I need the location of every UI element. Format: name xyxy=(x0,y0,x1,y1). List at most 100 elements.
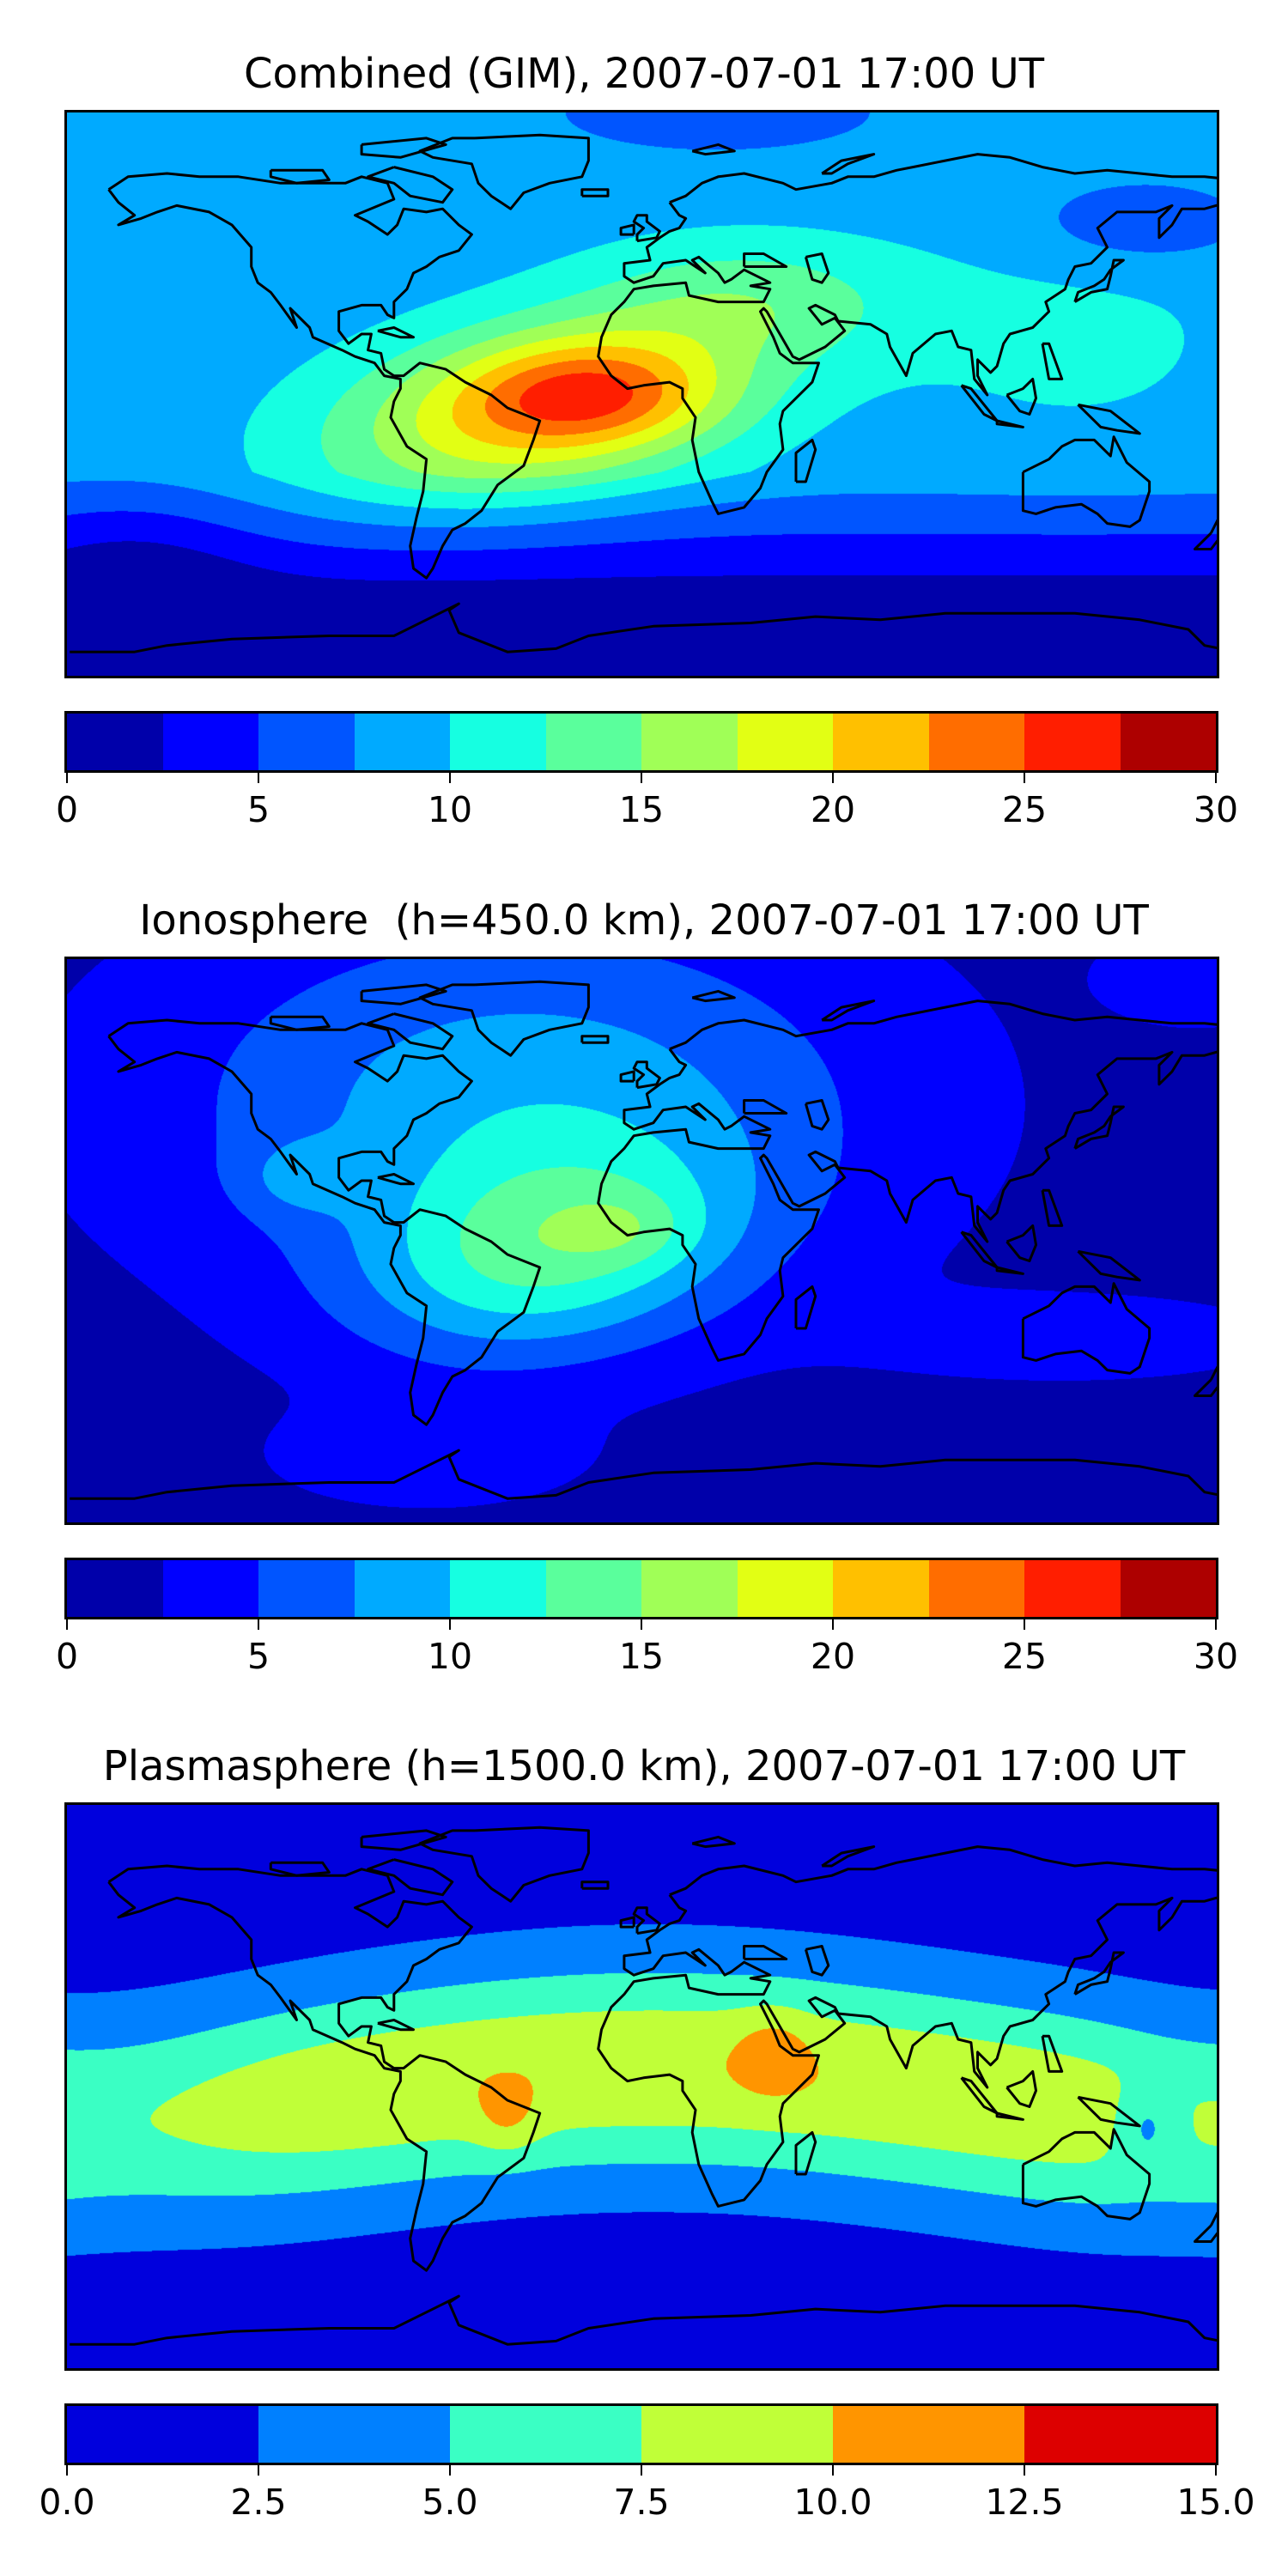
coastline xyxy=(821,153,876,175)
coastline xyxy=(1077,1249,1141,1282)
colorbar-tick xyxy=(449,2463,451,2476)
tec-map xyxy=(64,1802,1219,2371)
coastline xyxy=(1077,403,1141,435)
colorbar-segment xyxy=(928,714,1024,770)
coastlines xyxy=(70,980,1217,1500)
contour-field xyxy=(67,959,1217,1522)
colorbar-segment xyxy=(258,2406,450,2463)
coastline xyxy=(821,999,876,1022)
coastlines xyxy=(70,133,1217,653)
colorbar-segment xyxy=(1024,2406,1216,2463)
colorbar-tick-label: 15 xyxy=(618,789,665,830)
coastline xyxy=(995,2111,1024,2121)
coastline xyxy=(597,153,1217,515)
colorbar-tick xyxy=(1024,1617,1025,1630)
colorbar-tick-label: 0 xyxy=(55,1636,79,1677)
colorbar-segment xyxy=(1120,1560,1216,1617)
colorbar-tick-label: 0.0 xyxy=(39,2482,95,2523)
coastline xyxy=(360,1829,447,1851)
colorbar-segment xyxy=(450,714,546,770)
coastline xyxy=(597,1845,1217,2208)
colorbar-segment xyxy=(162,1560,258,1617)
coastline xyxy=(580,1035,610,1044)
panel-title: Ionosphere (h=450.0 km), 2007-07-01 17:0… xyxy=(139,896,1149,945)
coastline xyxy=(995,419,1024,428)
plasmasphere-panel: Plasmasphere (h=1500.0 km), 2007-07-01 1… xyxy=(0,1692,1288,2539)
coastline xyxy=(691,989,736,1003)
coastline xyxy=(632,1906,661,1935)
coastline xyxy=(269,1861,331,1877)
colorbar-tick-label: 12.5 xyxy=(985,2482,1064,2523)
coastlines xyxy=(70,1826,1217,2346)
colorbar-segment xyxy=(67,2406,258,2463)
coastline xyxy=(1021,435,1151,528)
coastline xyxy=(1077,2095,1141,2128)
coastline xyxy=(367,1012,454,1051)
colorbar-segment xyxy=(1024,1560,1121,1617)
coastline xyxy=(360,983,447,1005)
colorbar-segment xyxy=(67,1560,163,1617)
coastline xyxy=(632,1060,661,1090)
colorbar-tick xyxy=(66,770,68,783)
colorbar-tick xyxy=(641,770,642,783)
colorbar-tick xyxy=(258,2463,259,2476)
coastline xyxy=(107,172,542,580)
colorbar-tick xyxy=(258,770,259,783)
colorbar-segment xyxy=(162,714,258,770)
contour-field xyxy=(67,112,1217,676)
coastline xyxy=(1041,342,1064,380)
colorbar-tick xyxy=(449,770,451,783)
colorbar-tick xyxy=(1024,770,1025,783)
colorbar-tick xyxy=(66,2463,68,2476)
tec-map xyxy=(64,957,1219,1525)
colorbar-segment xyxy=(545,1560,641,1617)
colorbar-segment xyxy=(641,714,738,770)
colorbar-tick-label: 30 xyxy=(1193,789,1239,830)
colorbar-tick-label: 5.0 xyxy=(422,2482,478,2523)
coastline xyxy=(960,2076,999,2115)
colorbar-segment xyxy=(450,1560,546,1617)
colorbar-tick-label: 15 xyxy=(618,1636,665,1677)
coastline xyxy=(1194,2211,1217,2243)
coastline xyxy=(619,1916,635,1929)
coastline xyxy=(597,999,1217,1362)
coastline xyxy=(1021,2128,1151,2221)
colorbar xyxy=(64,1558,1218,1619)
coastline xyxy=(418,133,590,210)
coastline xyxy=(794,438,817,483)
coastline xyxy=(691,143,736,156)
coastline xyxy=(107,1018,542,1426)
colorbar-segment xyxy=(928,1560,1024,1617)
colorbar-tick xyxy=(258,1617,259,1630)
colorbar-tick xyxy=(832,770,834,783)
coastline xyxy=(743,1945,788,1960)
colorbar-segment xyxy=(833,1560,929,1617)
coastline xyxy=(1041,1188,1064,1227)
coastline xyxy=(960,384,999,422)
colorbar-tick-label: 25 xyxy=(1001,1636,1048,1677)
panel-title: Plasmasphere (h=1500.0 km), 2007-07-01 1… xyxy=(102,1742,1186,1790)
coastline xyxy=(1041,2034,1064,2073)
coastline xyxy=(619,223,635,236)
coastline xyxy=(269,1015,331,1031)
colorbar-tick-label: 5 xyxy=(246,789,270,830)
colorbar-segment xyxy=(1120,714,1216,770)
colorbar xyxy=(64,2403,1218,2465)
colorbar-tick-label: 7.5 xyxy=(613,2482,670,2523)
coastline xyxy=(367,1858,454,1897)
colorbar-segment xyxy=(737,714,833,770)
colorbar-segment xyxy=(641,1560,738,1617)
coastline xyxy=(804,252,830,284)
colorbar-segment xyxy=(450,2406,641,2463)
colorbar-tick-label: 30 xyxy=(1193,1636,1239,1677)
coastline xyxy=(1005,2069,1037,2108)
coastline xyxy=(70,1449,1217,1500)
colorbar-tick-label: 5 xyxy=(246,1636,270,1677)
coastline xyxy=(580,1880,610,1890)
colorbar-tick xyxy=(641,1617,642,1630)
colorbar-tick xyxy=(449,1617,451,1630)
coastline xyxy=(632,214,661,243)
colorbar-tick xyxy=(1215,1617,1217,1630)
colorbar-segment xyxy=(737,1560,833,1617)
coastline xyxy=(1073,1951,1125,1996)
